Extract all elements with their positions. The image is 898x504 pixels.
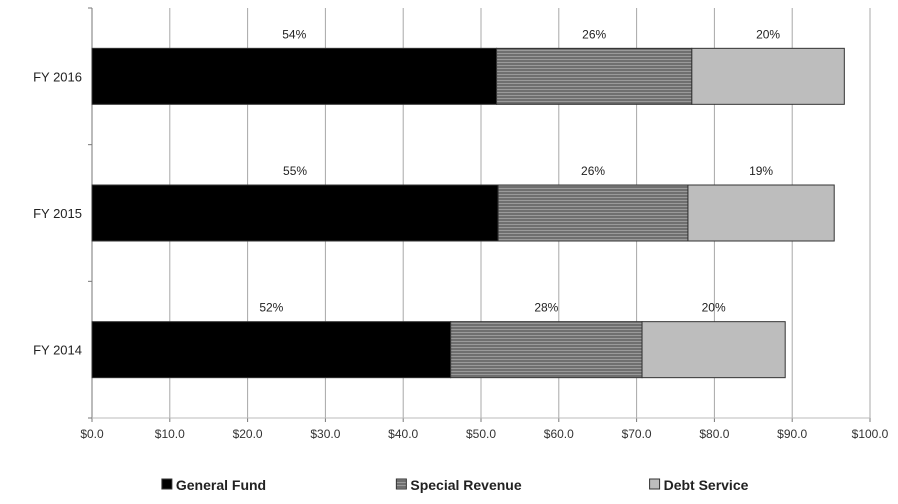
label-layer: 54% 26% 20% 55% 26% 19% 52% 28% 20% [259, 27, 780, 314]
x-tick-label: $10.0 [155, 427, 185, 441]
x-tick-label: $90.0 [777, 427, 807, 441]
data-label: 26% [581, 164, 605, 178]
data-label: 20% [702, 301, 726, 315]
data-label: 55% [283, 164, 307, 178]
legend-swatch [395, 478, 407, 490]
x-tick-label: $30.0 [310, 427, 340, 441]
data-label: 54% [282, 27, 306, 41]
category-label: FY 2015 [33, 206, 82, 221]
bar-special-revenue [496, 47, 693, 105]
bar-debt-service [691, 47, 845, 105]
x-tick-label: $70.0 [622, 427, 652, 441]
axis-layer: $0.0 $10.0 $20.0 $30.0 $40.0 $50.0 $60.0 $70.0 $… [33, 7, 889, 441]
x-tick-label: $60.0 [544, 427, 574, 441]
x-tick-label: $0.0 [80, 427, 104, 441]
data-label: 20% [756, 27, 780, 41]
bar-layer [91, 47, 845, 379]
legend-item-debt-service: Debt Service [649, 477, 749, 493]
data-label: 19% [749, 164, 773, 178]
bar-debt-service [641, 321, 786, 379]
legend-swatch [649, 478, 661, 490]
data-label: 28% [534, 301, 558, 315]
x-tick-label: $20.0 [233, 427, 263, 441]
legend: General Fund Special Revenue Debt Service [161, 477, 749, 493]
bar-general-fund [91, 47, 498, 105]
category-label: FY 2014 [33, 343, 82, 358]
category-label: FY 2016 [33, 69, 82, 84]
legend-item-general-fund: General Fund [161, 477, 266, 493]
legend-swatch [161, 478, 173, 490]
data-label: 52% [259, 301, 283, 315]
legend-label: General Fund [176, 477, 266, 493]
x-tick-label: $100.0 [852, 427, 889, 441]
bar-debt-service [687, 184, 835, 242]
x-tick-label: $50.0 [466, 427, 496, 441]
bar-general-fund [91, 321, 452, 379]
bar-general-fund [91, 184, 499, 242]
x-tick-label: $40.0 [388, 427, 418, 441]
legend-label: Special Revenue [410, 477, 521, 493]
legend-label: Debt Service [664, 477, 749, 493]
bar-special-revenue [450, 321, 643, 379]
bar-special-revenue [497, 184, 689, 242]
legend-item-special-revenue: Special Revenue [395, 477, 522, 493]
data-label: 26% [582, 27, 606, 41]
x-tick-label: $80.0 [699, 427, 729, 441]
